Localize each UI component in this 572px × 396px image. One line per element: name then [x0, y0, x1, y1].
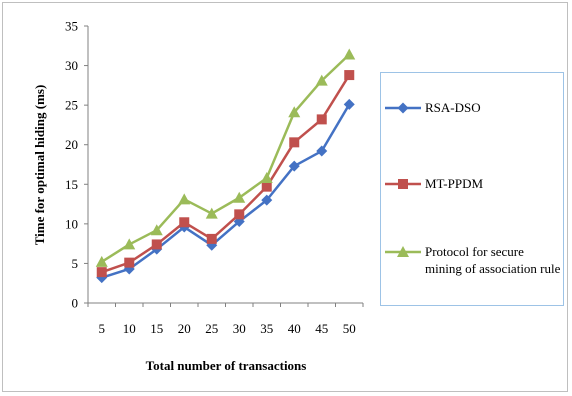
data-point-protocol-for-secure-mining-of-association-rule — [233, 191, 246, 203]
y-tick-label: 35 — [65, 19, 78, 34]
y-axis-ticks: 0 5 10 15 20 25 30 35 — [65, 19, 88, 311]
data-point-protocol-for-secure-mining-of-association-rule — [288, 106, 301, 118]
data-point-mt-ppdm — [261, 181, 272, 192]
x-axis-ticks: 5 10 15 20 25 30 35 40 45 50 — [87, 303, 364, 336]
data-point-protocol-for-secure-mining-of-association-rule — [150, 224, 163, 236]
series-line-protocol-for-secure-mining-of-association-rule — [101, 53, 351, 263]
y-tick-label: 20 — [65, 137, 78, 152]
data-point-mt-ppdm — [179, 217, 190, 228]
y-axis-title: Time for optimal hiding (ms) — [32, 85, 47, 246]
x-tick-label: 50 — [343, 321, 356, 336]
series-line-rsa-dso — [101, 103, 351, 279]
y-tick-label: 0 — [72, 296, 79, 311]
data-point-mt-ppdm — [289, 137, 300, 148]
legend-label-rsa-dso: RSA-DSO — [425, 100, 481, 115]
legend-swatch-mt-ppdm — [385, 179, 421, 189]
data-point-mt-ppdm — [206, 233, 217, 244]
data-point-mt-ppdm — [316, 114, 327, 125]
y-tick-label: 10 — [65, 216, 78, 231]
x-tick-label: 20 — [178, 321, 191, 336]
data-point-mt-ppdm — [96, 267, 107, 278]
data-point-rsa-dso — [288, 160, 300, 172]
data-point-protocol-for-secure-mining-of-association-rule — [315, 74, 328, 86]
data-point-protocol-for-secure-mining-of-association-rule — [205, 207, 218, 219]
data-point-protocol-for-secure-mining-of-association-rule — [95, 255, 108, 267]
x-tick-label: 15 — [150, 321, 163, 336]
legend-label-protocol: Protocol for secure mining of associatio… — [425, 244, 561, 276]
data-point-protocol-for-secure-mining-of-association-rule — [260, 171, 273, 183]
series-line-mt-ppdm — [101, 74, 351, 274]
data-point-protocol-for-secure-mining-of-association-rule — [123, 238, 136, 250]
data-point-mt-ppdm — [151, 239, 162, 250]
legend-swatch-protocol — [385, 246, 421, 257]
x-tick-label: 10 — [123, 321, 136, 336]
data-point-mt-ppdm — [124, 257, 135, 268]
legend-label-mt-ppdm: MT-PPDM — [425, 176, 484, 191]
legend: RSA-DSO MT-PPDM Protocol for secure mini… — [380, 72, 564, 306]
x-tick-label: 25 — [205, 321, 218, 336]
x-axis-title: Total number of transactions — [146, 358, 307, 373]
data-point-rsa-dso — [343, 98, 355, 110]
data-point-rsa-dso — [316, 145, 328, 157]
y-tick-label: 15 — [65, 177, 78, 192]
data-point-rsa-dso — [261, 194, 273, 206]
data-point-protocol-for-secure-mining-of-association-rule — [343, 48, 356, 60]
x-tick-label: 30 — [233, 321, 246, 336]
y-tick-label: 25 — [65, 98, 78, 113]
x-tick-label: 5 — [99, 321, 106, 336]
data-point-mt-ppdm — [344, 70, 355, 81]
legend-swatch-rsa-dso — [385, 102, 421, 114]
x-tick-label: 45 — [315, 321, 328, 336]
data-point-mt-ppdm — [234, 209, 245, 220]
y-tick-label: 30 — [65, 58, 78, 73]
series-layer — [95, 48, 356, 284]
x-tick-label: 35 — [260, 321, 273, 336]
x-tick-label: 40 — [288, 321, 301, 336]
data-point-protocol-for-secure-mining-of-association-rule — [178, 193, 191, 205]
y-tick-label: 5 — [72, 256, 79, 271]
